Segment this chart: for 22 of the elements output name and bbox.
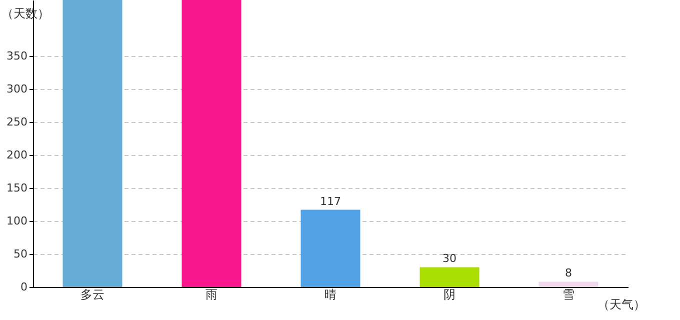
bar	[182, 0, 242, 287]
y-tick-label: 300	[6, 82, 28, 96]
bar	[538, 282, 598, 287]
y-tick-label: 150	[6, 182, 28, 195]
y-tick-label: 350	[6, 50, 28, 63]
y-tick-label: 200	[6, 148, 28, 162]
bar	[62, 0, 122, 287]
x-tick-label: 阴	[444, 288, 456, 302]
bar	[420, 267, 480, 287]
x-axis-title: （天气）	[598, 298, 646, 312]
x-tick-label: 多云	[80, 288, 104, 302]
x-tick-label: 雨	[206, 288, 218, 302]
y-tick-label: 100	[6, 214, 28, 228]
x-tick-label: 晴	[324, 288, 336, 302]
x-tick-label: 雪	[562, 288, 574, 302]
y-tick-label: 0	[20, 280, 28, 294]
data-label: 117	[320, 194, 341, 208]
data-label: 8	[565, 266, 572, 280]
bar	[300, 210, 360, 287]
data-label: 30	[442, 252, 456, 266]
y-tick-label: 250	[6, 116, 28, 129]
y-tick-label: 50	[14, 248, 28, 261]
